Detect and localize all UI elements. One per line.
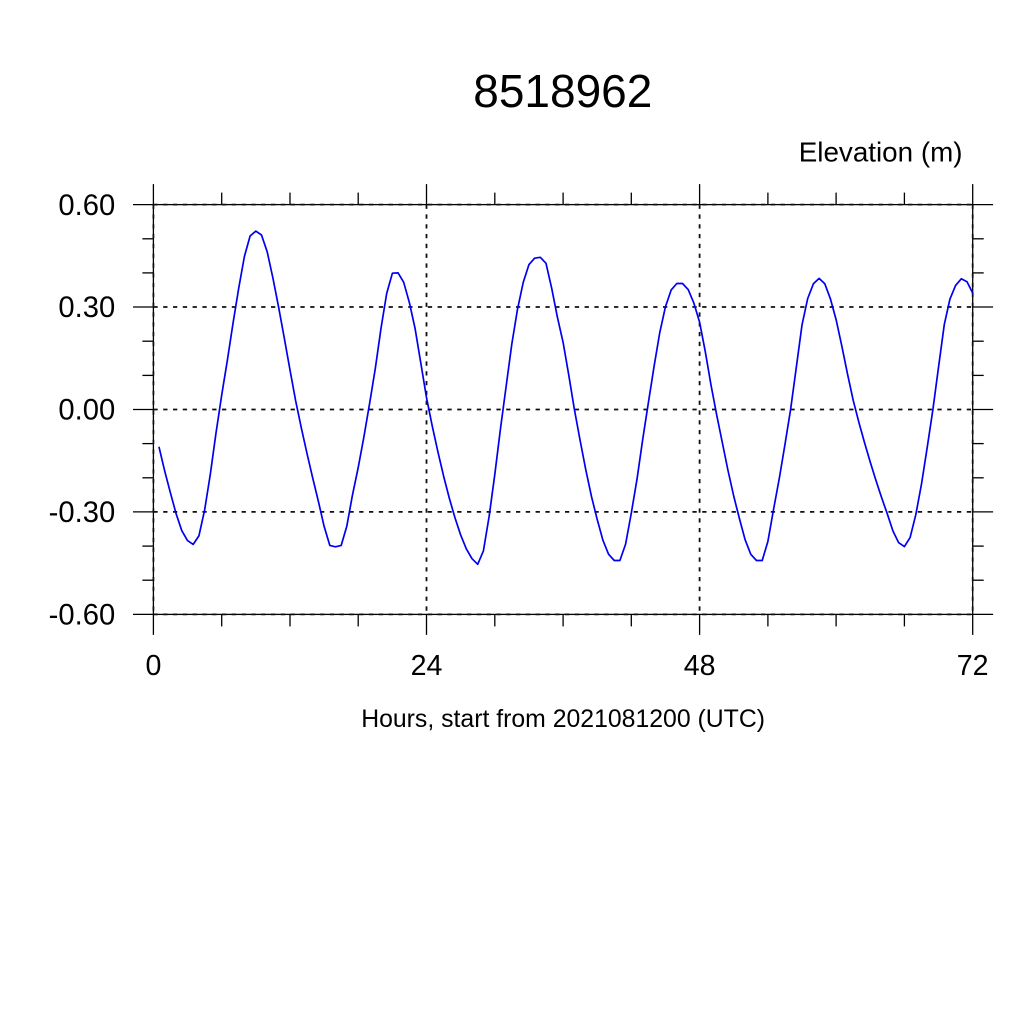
svg-text:0.60: 0.60 [58, 190, 115, 222]
svg-text:72: 72 [957, 650, 989, 682]
svg-text:Hours, start from 2021081200 (: Hours, start from 2021081200 (UTC) [361, 706, 765, 733]
svg-text:0.30: 0.30 [58, 292, 115, 324]
svg-text:-0.60: -0.60 [49, 600, 116, 632]
svg-text:Elevation (m): Elevation (m) [799, 137, 963, 168]
svg-text:24: 24 [411, 650, 443, 682]
svg-text:0: 0 [145, 650, 161, 682]
svg-text:-0.30: -0.30 [49, 497, 116, 529]
svg-text:48: 48 [684, 650, 716, 682]
svg-text:8518962: 8518962 [473, 65, 652, 117]
svg-text:0.00: 0.00 [58, 395, 115, 427]
